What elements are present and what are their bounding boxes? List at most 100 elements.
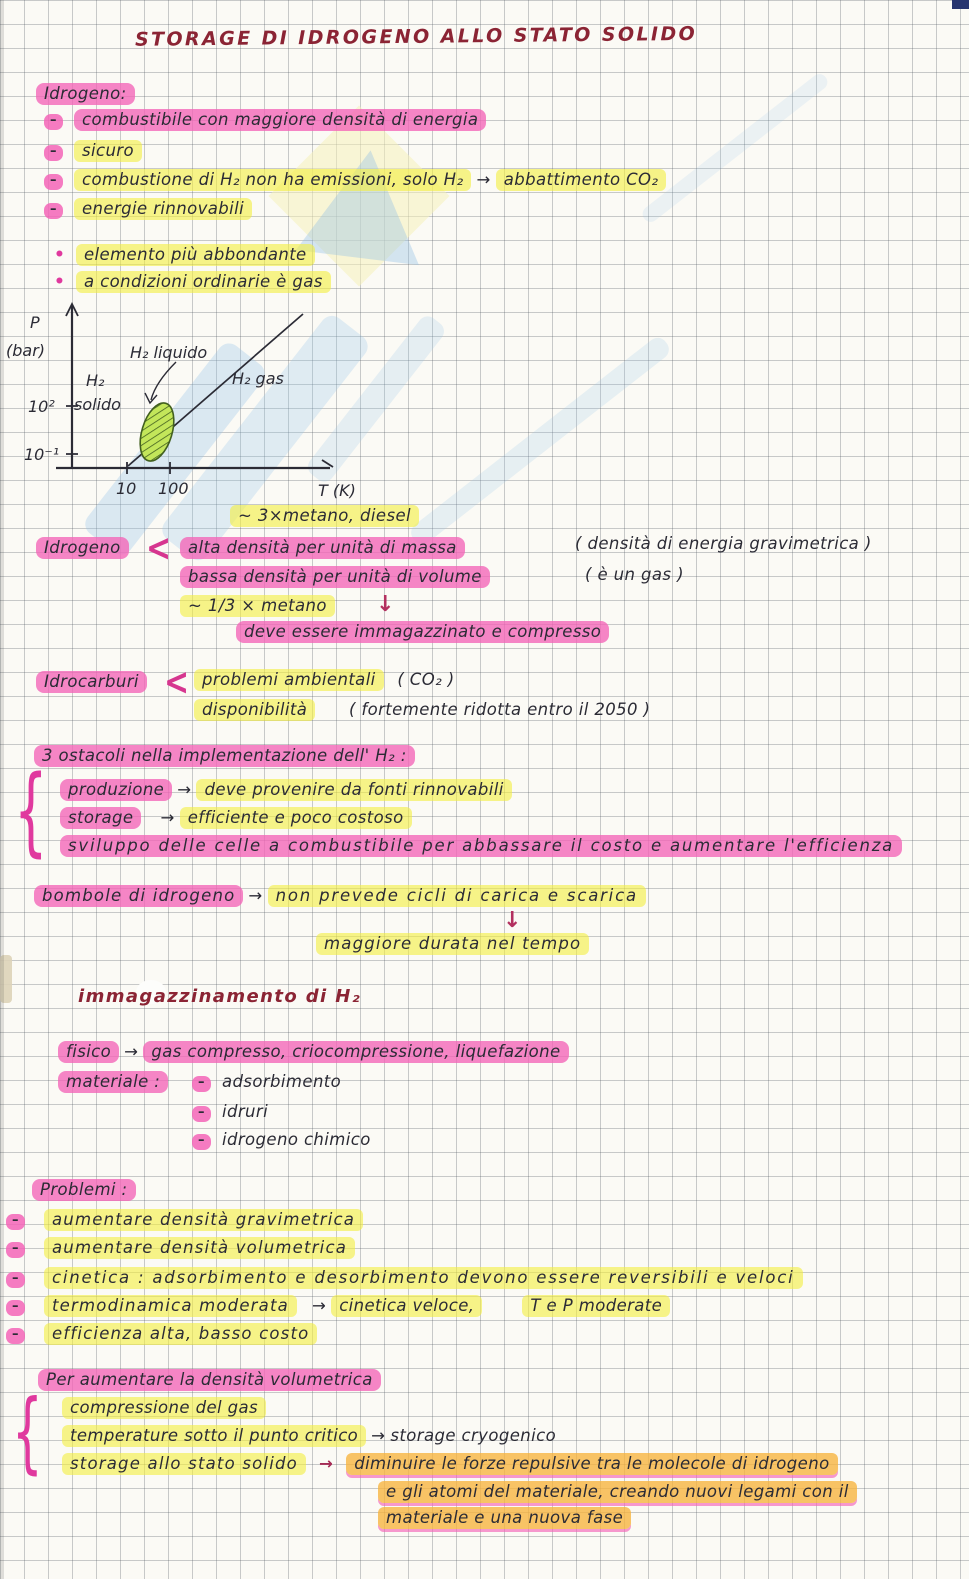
idrogeno2-line: deve essere immagazzinato e compresso (236, 621, 610, 643)
label-text: Idrocarburi (36, 671, 147, 693)
row-text: materiale e una nuova fase (378, 1507, 632, 1529)
bullet-dash: – (192, 1133, 211, 1151)
x-axis-arrowhead (321, 459, 334, 468)
bullet-dash: – (44, 202, 63, 220)
right-arrow: → (311, 1296, 327, 1315)
item-text: elemento più abbondante (76, 244, 315, 266)
angle-pointer: < (164, 660, 190, 705)
liquid-region-lens (139, 402, 175, 462)
item-text: aumentare densità volumetrica (44, 1237, 356, 1259)
item-text: termodinamica moderata (44, 1295, 297, 1317)
page-title: STORAGE DI IDROGENO ALLO STATO SOLIDO (134, 22, 698, 51)
line-text: disponibilità (194, 699, 316, 721)
item-text: T e P moderate (522, 1295, 671, 1317)
right-arrow: → (177, 780, 192, 799)
y-axis-arrowhead (65, 301, 79, 317)
y-tick-label: 10⁻¹ (24, 445, 59, 464)
note-text: ~ 3×metano, diesel (230, 505, 419, 527)
section-heading-idrogeno: Idrogeno: (36, 83, 135, 105)
materiale-label: materiale : (58, 1071, 169, 1093)
volumetrica-row: temperature sotto il punto critico → stora… (62, 1425, 557, 1447)
watermark (639, 70, 831, 226)
watermark (295, 142, 433, 266)
idrocarburi-line: disponibilità ( fortemente ridotta entro… (194, 699, 651, 721)
row-text: storage cryogenico (390, 1426, 557, 1445)
item-text: aumentare densità gravimetrica (44, 1209, 364, 1231)
row-text: e gli atomi del materiale, creando nuovi… (378, 1481, 857, 1503)
volumetrica-row: materiale e una nuova fase (378, 1507, 632, 1529)
idrogeno2-note: ( è un gas ) (585, 565, 684, 584)
x-ticks (126, 462, 171, 474)
angle-pointer: < (146, 526, 172, 571)
idrogeno2-note: ( densità di energia gravimetrica ) (575, 534, 872, 553)
volumetrica-heading: Per aumentare la densità volumetrica (38, 1369, 381, 1391)
brace-left: { (12, 1380, 43, 1483)
item-text: combustibile con maggiore densità di ene… (74, 109, 487, 131)
idrocarburi-label: Idrocarburi (36, 671, 147, 693)
ostacoli-row: sviluppo delle celle a combustibile per … (60, 835, 903, 857)
heading-text: Problemi : (32, 1179, 136, 1201)
item-text: abbattimento CO₂ (495, 169, 667, 191)
problemi-heading: Problemi : (32, 1179, 136, 1201)
heading-text: Per aumentare la densità volumetrica (38, 1369, 381, 1391)
right-arrow: → (371, 1426, 386, 1445)
line-text: bassa densità per unità di volume (180, 566, 490, 588)
item-text: cinetica veloce, (331, 1295, 483, 1317)
region-label-gas: H₂ gas (232, 369, 284, 388)
row-label: bombole di idrogeno (34, 885, 244, 907)
immagazzinamento-heading: immagazzinamento di H₂ (78, 986, 362, 1007)
y-axis-units: (bar) (6, 341, 45, 360)
volumetrica-row: storage allo stato solido → diminuire le f… (62, 1453, 838, 1475)
idrogeno-item: combustibile con maggiore densità di ene… (74, 109, 487, 131)
row-text: deve provenire da fonti rinnovabili (196, 779, 512, 801)
y-axis-label: P (30, 313, 40, 332)
y-ticks (66, 405, 78, 455)
volumetrica-row: compressione del gas (62, 1397, 267, 1419)
item-text: energie rinnovabili (74, 198, 253, 220)
region-label-liquid: H₂ liquido (130, 343, 207, 362)
idrogeno-item: combustione di H₂ non ha emissioni, solo… (74, 169, 667, 191)
label-arrow (150, 361, 177, 401)
volumetrica-row: e gli atomi del materiale, creando nuovi… (378, 1481, 857, 1503)
line-note: ( fortemente ridotta entro il 2050 ) (348, 700, 651, 719)
idrogeno-item: energie rinnovabili (74, 198, 253, 220)
ostacoli-row: produzione → deve provenire da fonti rinno… (60, 779, 512, 801)
problemi-item: aumentare densità volumetrica (44, 1237, 356, 1259)
item-text: sicuro (74, 140, 142, 162)
down-arrow: ↓ (503, 908, 522, 933)
x-tick-label: 10 (116, 479, 136, 498)
problemi-item: efficienza alta, basso costo (44, 1323, 318, 1345)
x-tick-label: 100 (158, 479, 189, 498)
line-text: deve essere immagazzinato e compresso (236, 621, 610, 643)
materiale-item: idrogeno chimico (222, 1130, 371, 1149)
bullet-dash: – (192, 1075, 211, 1093)
down-arrow: ↓ (376, 592, 395, 617)
bullet-dash: – (6, 1327, 25, 1345)
scan-edge-shadow (0, 0, 4, 1579)
idrogeno2-line: ~ 1/3 × metano (180, 595, 335, 617)
bombole-row: bombole di idrogeno → non prevede cicli di… (34, 885, 646, 907)
result-text: maggiore durata nel tempo (316, 933, 590, 955)
line-text: ~ 1/3 × metano (180, 595, 335, 617)
right-arrow: → (248, 886, 263, 905)
idrogeno2-line: alta densità per unità di massa (180, 537, 465, 559)
y-tick-label: 10² (28, 397, 55, 416)
ostacoli-heading: 3 ostacoli nella implementazione dell' H… (34, 745, 415, 767)
idrogeno2-label: Idrogeno (36, 537, 129, 559)
row-text: compressione del gas (62, 1397, 267, 1419)
brace-left: { (14, 755, 48, 867)
row-label: fisico (58, 1041, 120, 1063)
region-label-solid: H₂ (86, 371, 105, 390)
line-text: problemi ambientali (194, 669, 384, 691)
idrocarburi-line: problemi ambientali ( CO₂ ) (194, 669, 455, 691)
right-arrow: → (124, 1042, 139, 1061)
bullet-dash: – (6, 1213, 25, 1231)
bullet-dash: – (192, 1105, 211, 1123)
region-label-solid: solido (74, 395, 121, 414)
row-label: materiale : (58, 1071, 169, 1093)
bombole-result: maggiore durata nel tempo (316, 933, 590, 955)
row-text: diminuire le forze repulsive tra le mole… (346, 1453, 838, 1475)
materiale-item: idruri (222, 1102, 269, 1121)
row-label: storage (60, 807, 142, 829)
